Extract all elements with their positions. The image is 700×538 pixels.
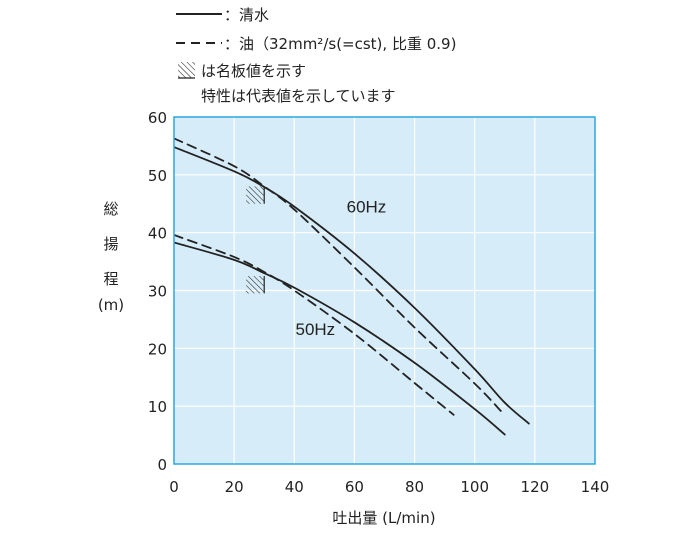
rated-point-markers xyxy=(246,186,265,294)
legend-hatch-label: は名板値を示す xyxy=(201,62,306,80)
performance-curves xyxy=(174,137,530,436)
legend-solid-label: ：清水 xyxy=(224,6,269,24)
legend-note: 特性は代表値を示しています xyxy=(201,87,396,105)
grid-lines xyxy=(174,117,595,464)
y-axis-title-char-3: 程 xyxy=(103,270,118,288)
y-tick-label: 40 xyxy=(148,225,167,243)
y-axis-tick-labels: 0 10 20 30 40 50 60 xyxy=(148,109,167,474)
series-label-60hz: 60Hz xyxy=(347,197,387,216)
legend-hatch-swatch xyxy=(178,62,195,78)
x-tick-label: 0 xyxy=(169,478,179,496)
y-tick-label: 20 xyxy=(148,340,167,358)
y-tick-label: 0 xyxy=(157,456,167,474)
y-tick-label: 10 xyxy=(148,398,167,416)
plot-border xyxy=(173,116,596,465)
curve-50hz-oil xyxy=(174,234,455,416)
y-axis-title-unit: (m) xyxy=(98,296,124,314)
rated-point-hatch xyxy=(246,276,265,294)
y-tick-label: 30 xyxy=(148,283,167,301)
x-tick-label: 120 xyxy=(521,478,550,496)
y-tick-label: 50 xyxy=(148,167,167,185)
y-axis-title-char-1: 総 xyxy=(103,200,118,218)
x-tick-label: 140 xyxy=(581,478,610,496)
x-axis-tick-labels: 0 20 40 60 80 100 120 140 xyxy=(169,478,609,496)
series-label-50hz: 50Hz xyxy=(295,320,335,339)
y-axis-title: 総 揚 程 (m) xyxy=(98,200,124,314)
curve-60hz-water xyxy=(174,146,530,425)
curve-60hz-oil xyxy=(174,137,503,413)
legend: ：清水 ：油（32mm²/s(=cst), 比重 0.9) は名板値を示す 特性… xyxy=(176,6,456,105)
curve-50hz-water xyxy=(174,241,506,436)
x-tick-label: 100 xyxy=(460,478,489,496)
x-tick-label: 80 xyxy=(405,478,424,496)
x-tick-label: 20 xyxy=(225,478,244,496)
x-axis-title: 吐出量 (L/min) xyxy=(332,509,435,527)
y-tick-label: 60 xyxy=(148,109,167,127)
series-labels: 60Hz 50Hz xyxy=(295,197,386,339)
rated-point-hatch xyxy=(246,186,265,204)
legend-dashed-label: ：油（32mm²/s(=cst), 比重 0.9) xyxy=(224,35,456,53)
x-tick-label: 40 xyxy=(285,478,304,496)
x-tick-label: 60 xyxy=(345,478,364,496)
y-axis-title-char-2: 揚 xyxy=(103,235,118,253)
